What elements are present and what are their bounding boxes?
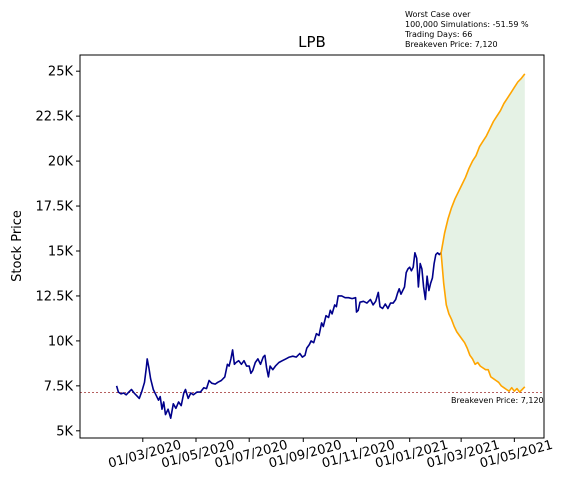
series-line-simulated-upper xyxy=(440,73,526,253)
breakeven-label: Breakeven Price: 7,120 xyxy=(451,396,544,405)
x-axis-ticks: 01/03/202001/05/202001/07/202001/09/2020… xyxy=(107,438,555,472)
annotation-line-1: Worst Case over xyxy=(405,10,471,19)
y-tick-label: 25K xyxy=(48,65,74,80)
y-tick-label: 17.5K xyxy=(36,200,74,215)
series-lines xyxy=(115,73,526,419)
y-tick-label: 20K xyxy=(48,155,74,170)
simulation-annotation: Worst Case over 100,000 Simulations: -51… xyxy=(404,10,529,49)
simulation-range-area xyxy=(441,73,525,393)
series-line-simulated-lower xyxy=(440,252,526,393)
simulation-range-fill xyxy=(441,73,525,393)
series-line-historical xyxy=(115,252,442,419)
plot-frame xyxy=(79,54,545,439)
y-tick-label: 15K xyxy=(48,244,74,259)
y-tick-label: 22.5K xyxy=(36,110,74,125)
annotation-line-4: Breakeven Price: 7,120 xyxy=(405,40,498,49)
y-tick-label: 10K xyxy=(48,334,74,349)
chart-title: LPB xyxy=(298,33,326,51)
y-axis-label: Stock Price xyxy=(10,210,25,282)
y-tick-label: 5K xyxy=(56,424,73,439)
y-tick-label: 12.5K xyxy=(36,289,74,304)
annotation-line-2: 100,000 Simulations: -51.59 % xyxy=(405,20,529,29)
y-tick-label: 7.5K xyxy=(44,379,74,394)
annotation-line-3: Trading Days: 66 xyxy=(404,30,472,39)
y-axis-ticks: 5K 7.5K 10K 12.5K 15K 17.5K 20K 22.5K 25K xyxy=(36,65,80,439)
